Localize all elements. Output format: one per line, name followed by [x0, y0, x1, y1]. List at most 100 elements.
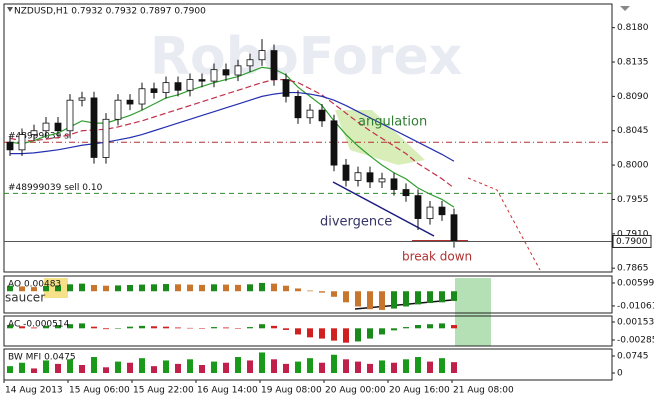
- histogram-bar: [427, 324, 433, 329]
- candle-body: [414, 195, 422, 219]
- histogram-bar: [331, 328, 337, 341]
- histogram-bar: [283, 328, 289, 330]
- panel-frame: [3, 315, 613, 347]
- histogram-bar: [199, 365, 205, 373]
- histogram-bar: [79, 283, 85, 292]
- histogram-bar: [307, 328, 313, 338]
- annotation: angulation: [358, 115, 427, 130]
- indicator-label: BW MFI 0.0475: [8, 353, 76, 363]
- histogram-bar: [427, 361, 433, 373]
- histogram-bar: [403, 327, 409, 329]
- y-tick-label: 0.8180: [617, 23, 649, 33]
- x-tick-label: 14 Aug 2013: [5, 386, 63, 396]
- y-tick-label: 0.7910: [617, 229, 649, 239]
- annotation: break down: [402, 250, 472, 264]
- histogram-bar: [307, 290, 313, 292]
- x-tick-label: 15 Aug 06:00: [69, 386, 130, 396]
- histogram-bar: [31, 368, 37, 373]
- histogram-bar: [115, 328, 121, 329]
- candle-body: [42, 122, 50, 132]
- watermark: RoboForex: [150, 27, 462, 87]
- candle-body: [366, 172, 374, 183]
- candle-body: [390, 178, 398, 190]
- candle-body: [198, 79, 206, 82]
- indicator-label: AO 0.00483: [8, 280, 61, 290]
- y-tick-label: 0.00599: [617, 278, 654, 288]
- histogram-bar: [91, 326, 97, 329]
- histogram-bar: [415, 357, 421, 373]
- candle-body: [306, 109, 314, 119]
- histogram-bar: [163, 360, 169, 373]
- histogram-bar: [391, 328, 397, 331]
- histogram-bar: [43, 325, 49, 329]
- candle-body: [258, 50, 266, 61]
- histogram-bar: [151, 326, 157, 329]
- histogram-bar: [295, 361, 301, 373]
- histogram-bar: [235, 328, 241, 329]
- histogram-bar: [295, 328, 301, 335]
- panel-frame: [3, 3, 613, 273]
- histogram-bar: [223, 362, 229, 373]
- annotation: saucer: [5, 291, 45, 305]
- histogram-bar: [19, 326, 25, 329]
- histogram-bar: [199, 284, 205, 292]
- histogram-bar: [103, 328, 109, 330]
- histogram-bar: [223, 284, 229, 292]
- candle-body: [450, 214, 458, 242]
- histogram-bar: [139, 325, 145, 329]
- histogram-bar: [367, 363, 373, 373]
- histogram-bar: [331, 354, 337, 373]
- histogram-bar: [319, 362, 325, 373]
- histogram-bar: [67, 324, 73, 329]
- candle-body: [402, 189, 410, 197]
- histogram-bar: [355, 291, 361, 307]
- x-tick-label: 16 Aug 14:00: [197, 386, 258, 396]
- price-label: 0.7900: [616, 237, 648, 247]
- candle-body: [294, 95, 302, 119]
- histogram-bar: [211, 284, 217, 292]
- y-tick-label: 0.8090: [617, 92, 649, 102]
- y-tick-label: 0.8135: [617, 58, 649, 68]
- histogram-bar: [391, 362, 397, 373]
- histogram-bar: [343, 328, 349, 343]
- symbol-icon: [7, 7, 13, 12]
- histogram-bar: [403, 359, 409, 373]
- indicator-label: AC -0.000514: [8, 320, 70, 330]
- histogram-bar: [355, 361, 361, 373]
- x-tick-label: 19 Aug 08:00: [261, 386, 322, 396]
- histogram-bar: [127, 285, 133, 292]
- candle-body: [126, 99, 134, 105]
- histogram-bar: [319, 291, 325, 293]
- histogram-bar: [367, 291, 373, 310]
- histogram-bar: [163, 284, 169, 292]
- candle-body: [30, 130, 38, 135]
- moving-average: [9, 78, 455, 189]
- candle-body: [90, 97, 98, 158]
- histogram-bar: [367, 328, 373, 339]
- candle-body: [378, 178, 386, 183]
- histogram-bar: [7, 285, 13, 292]
- candle-body: [234, 65, 242, 76]
- histogram-bar: [79, 323, 85, 329]
- candle-body: [210, 69, 218, 82]
- histogram-bar: [79, 365, 85, 373]
- panel-frame: [3, 275, 613, 314]
- histogram-bar: [163, 326, 169, 329]
- histogram-bar: [271, 325, 277, 329]
- candle-body: [174, 82, 182, 91]
- y-tick-label: 0.8000: [617, 161, 649, 171]
- histogram-bar: [271, 283, 277, 292]
- histogram-bar: [403, 291, 409, 307]
- y-tick-label: 0.7865: [617, 264, 649, 274]
- candle-body: [66, 99, 74, 132]
- histogram-bar: [31, 327, 37, 329]
- histogram-bar: [55, 285, 61, 292]
- histogram-bar: [103, 367, 109, 373]
- histogram-bar: [283, 285, 289, 292]
- candle-body: [54, 122, 62, 132]
- histogram-bar: [91, 357, 97, 373]
- histogram-bar: [151, 366, 157, 373]
- histogram-bar: [379, 360, 385, 373]
- histogram-bar: [187, 327, 193, 329]
- histogram-bar: [43, 285, 49, 292]
